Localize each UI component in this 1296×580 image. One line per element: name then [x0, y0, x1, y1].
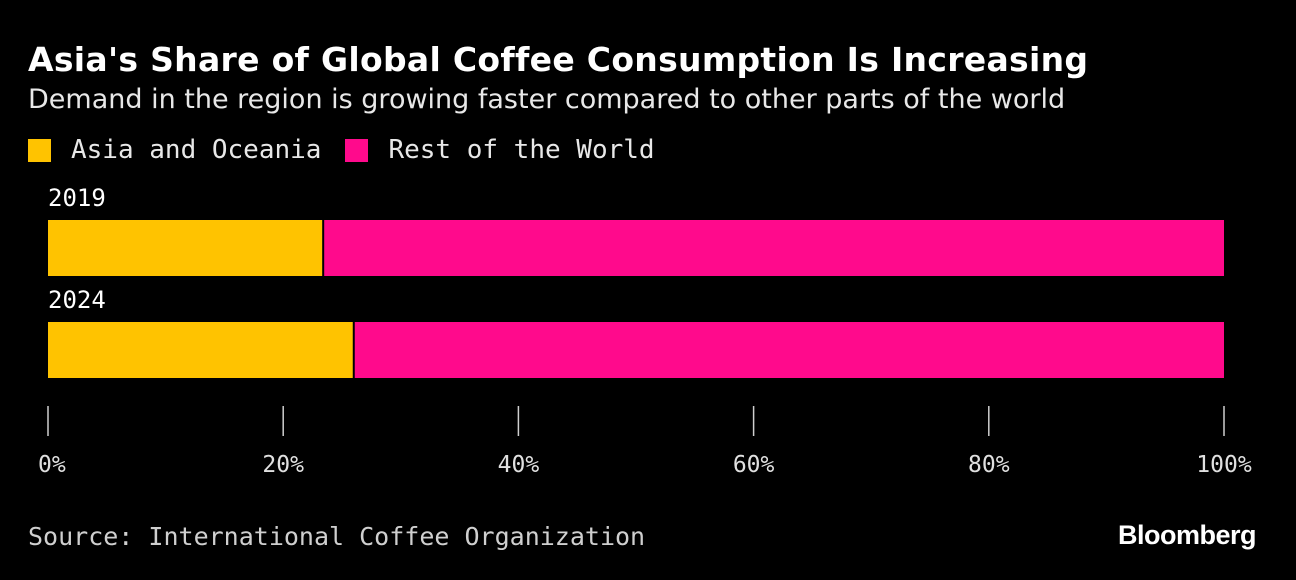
- bar-chart: 2019 2024 0% 20% 40% 60% 80% 100%: [38, 184, 1252, 478]
- bar-segment-2019-asia: [48, 220, 324, 276]
- bar-segment-2024-rest: [353, 322, 1224, 378]
- chart-subtitle: Demand in the region is growing faster c…: [28, 84, 1066, 115]
- x-tick-label-1: 20%: [262, 452, 304, 478]
- x-tick-label-0: 0%: [38, 452, 66, 478]
- legend-label-asia: Asia and Oceania: [71, 135, 322, 165]
- x-tick-label-5: 100%: [1196, 452, 1252, 478]
- legend: Asia and Oceania Rest of the World: [28, 135, 679, 165]
- legend-item-rest: Rest of the World: [345, 135, 655, 165]
- bar-segment-2024-asia: [48, 322, 354, 378]
- source-note: Source: International Coffee Organizatio…: [28, 522, 646, 551]
- bar-label-2024: 2024: [48, 286, 106, 314]
- bar-divider-2019: [322, 220, 325, 276]
- chart-title: Asia's Share of Global Coffee Consumptio…: [28, 40, 1089, 79]
- legend-label-rest: Rest of the World: [388, 135, 655, 165]
- x-tick-label-4: 80%: [968, 452, 1010, 478]
- x-tick-label-2: 40%: [498, 452, 540, 478]
- bloomberg-logo: Bloomberg: [1117, 520, 1257, 550]
- bar-segment-2019-rest: [323, 220, 1225, 276]
- x-tick-label-3: 60%: [733, 452, 775, 478]
- bar-label-2019: 2019: [48, 184, 106, 212]
- legend-swatch-rest: [345, 138, 369, 162]
- bar-divider-2024: [352, 322, 355, 378]
- legend-swatch-asia: [28, 138, 51, 162]
- legend-item-asia: Asia and Oceania: [28, 135, 321, 165]
